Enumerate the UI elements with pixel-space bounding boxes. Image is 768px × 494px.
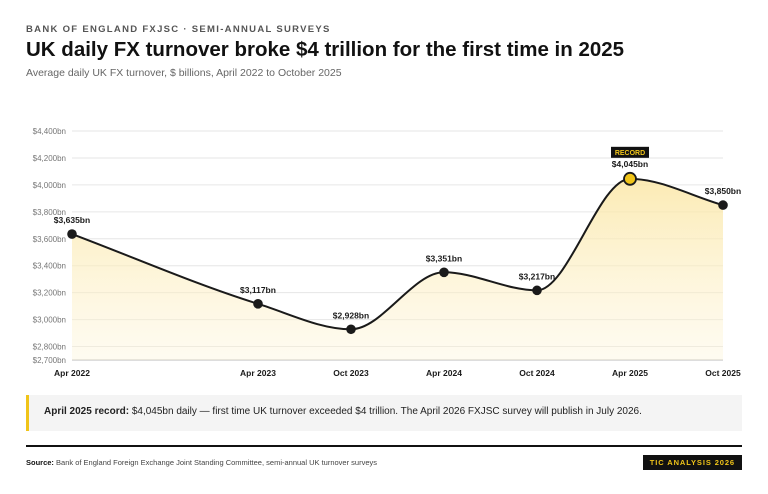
y-tick-label: $3,200bn <box>33 289 66 298</box>
data-point <box>67 229 77 239</box>
y-tick-label: $2,800bn <box>33 343 66 352</box>
y-tick-label: $4,000bn <box>33 181 66 190</box>
data-label: $2,928bn <box>333 310 369 320</box>
brand-badge: TIC ANALYSIS 2026 <box>642 455 742 470</box>
kicker: BANK OF ENGLAND FXJSC · SEMI-ANNUAL SURV… <box>26 24 331 35</box>
y-axis: $2,700bn $2,800bn $3,000bn $3,200bn $3,400bn… <box>33 127 66 365</box>
data-points <box>67 171 728 335</box>
record-badge-bg <box>611 146 649 158</box>
x-tick-label: Oct 2024 <box>519 368 555 378</box>
data-point <box>532 285 542 296</box>
data-label: $3,850bn <box>705 186 741 196</box>
data-point <box>439 267 449 278</box>
chart-subtitle: Average daily UK FX turnover, $ billions… <box>26 67 342 79</box>
x-tick-label: Apr 2022 <box>54 368 90 378</box>
x-tick-label: Apr 2024 <box>426 368 462 378</box>
data-label: $3,117bn <box>240 285 276 295</box>
x-tick-label: Apr 2025 <box>612 368 648 378</box>
y-tick-label: $3,800bn <box>33 208 66 217</box>
area-fill <box>72 178 723 360</box>
source-text: Bank of England Foreign Exchange Joint S… <box>53 458 378 467</box>
data-label: $3,351bn <box>426 253 462 263</box>
chart-title: UK daily FX turnover broke $4 trillion f… <box>26 38 625 61</box>
y-tick-label: $4,200bn <box>33 154 66 163</box>
source-line: Source: Bank of England Foreign Exchange… <box>26 458 377 467</box>
callout-lead: April 2025 record: <box>44 406 130 417</box>
record-badge: RECORD <box>615 150 645 157</box>
y-tick-label: $3,400bn <box>33 262 66 271</box>
y-tick-label: $2,700bn <box>33 356 66 365</box>
data-label: $3,635bn <box>54 215 90 225</box>
y-tick-label: $4,400bn <box>33 127 66 136</box>
callout-text: $4,045bn daily — first time UK turnover … <box>129 406 642 417</box>
x-tick-label: Oct 2023 <box>333 368 369 378</box>
data-label: $3,217bn <box>519 271 555 281</box>
y-tick-label: $3,600bn <box>33 235 66 244</box>
line-chart: $2,700bn $2,800bn $3,000bn $3,200bn $3,400bn… <box>33 127 742 378</box>
data-point <box>718 200 728 210</box>
data-labels: $3,635bn $3,117bn $2,928bn $3,351bn $3,217bn… <box>54 146 741 320</box>
data-point <box>253 299 263 309</box>
data-point <box>346 324 356 335</box>
footer-rule <box>26 445 742 447</box>
y-tick-label: $3,000bn <box>33 316 66 325</box>
source-label: Source: <box>26 458 54 467</box>
x-axis: Apr 2022 Apr 2023 Oct 2023 Apr 2024 Oct 2024… <box>54 368 741 378</box>
x-tick-label: Oct 2025 <box>705 368 741 378</box>
x-tick-label: Apr 2023 <box>240 368 276 378</box>
callout-note: April 2025 record: $4,045bn daily — firs… <box>26 395 742 431</box>
record-point <box>623 171 637 186</box>
data-label: $4,045bn <box>612 159 648 169</box>
